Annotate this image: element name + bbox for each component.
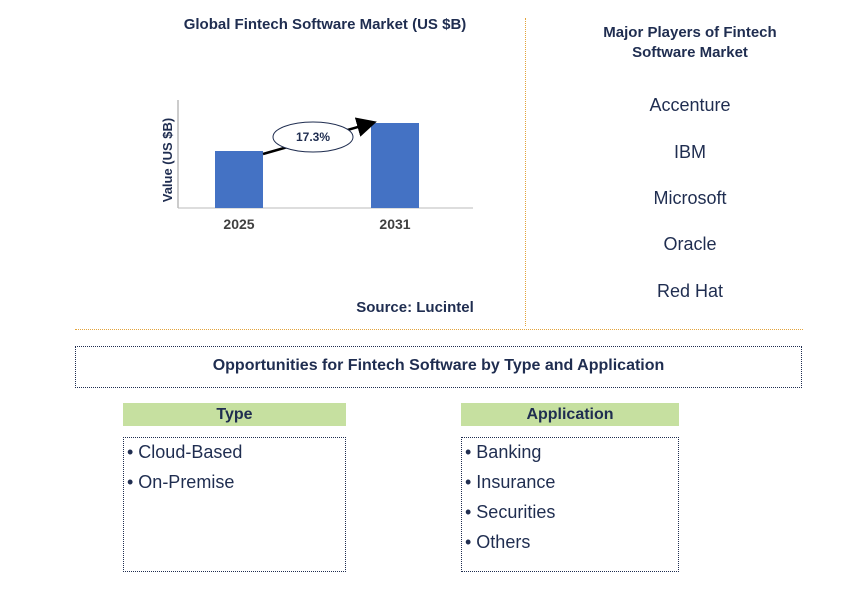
application-item: • Others [465, 532, 531, 552]
x-tick-label: 2025 [223, 216, 254, 232]
application-item: • Banking [465, 442, 542, 462]
player-item: Red Hat [656, 281, 724, 301]
chart-title: Global Fintech Software Market (US $B) [183, 16, 467, 33]
growth-label: 17.3% [296, 130, 330, 144]
x-tick-label: 2031 [379, 216, 410, 232]
y-axis-label: Value (US $B) [160, 118, 175, 203]
application-item: • Securities [465, 502, 556, 522]
player-item: IBM [673, 142, 706, 162]
source-label: Source: Lucintel [356, 299, 474, 316]
player-item: Accenture [649, 95, 731, 115]
type-item: • Cloud-Based [127, 442, 243, 462]
type-item: • On-Premise [127, 472, 235, 492]
players-title: Major Players of Fintech Software Market [603, 24, 777, 61]
application-list-box [461, 437, 679, 572]
bar-2025 [215, 151, 263, 208]
vertical-divider [525, 18, 526, 326]
bar-chart: Value (US $B) 17.3% 2025 2031 [160, 100, 473, 232]
opportunities-title: Opportunities for Fintech Software by Ty… [212, 357, 665, 374]
bar-2031 [371, 123, 419, 208]
growth-ellipse [272, 121, 354, 153]
application-item: • Insurance [465, 472, 556, 492]
application-header: Application [461, 403, 679, 426]
horizontal-divider [75, 329, 803, 330]
player-item: Oracle [663, 234, 717, 254]
player-item: Microsoft [653, 188, 727, 208]
type-header: Type [123, 403, 346, 426]
opportunities-box [75, 346, 802, 388]
type-list-box [123, 437, 346, 572]
